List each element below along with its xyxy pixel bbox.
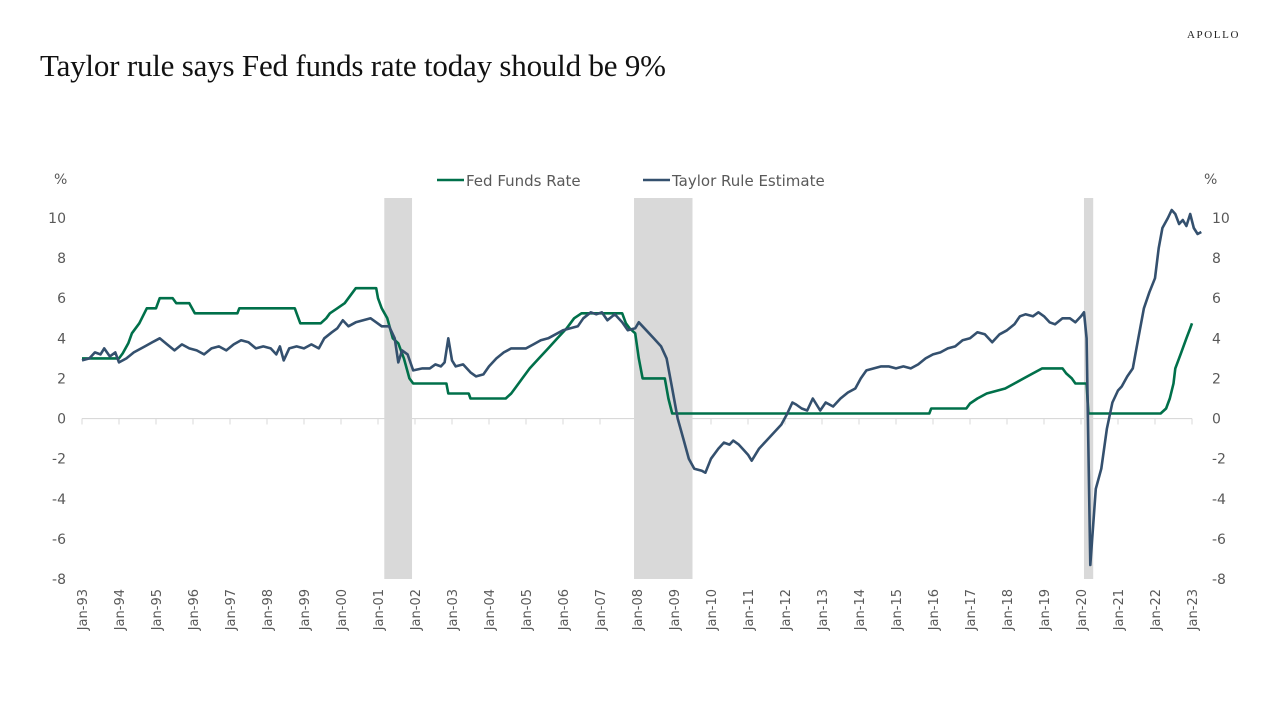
legend-label: Taylor Rule Estimate: [671, 172, 825, 190]
x-tick-label: Jan-02: [409, 589, 424, 631]
y-tick-label-left: -8: [52, 572, 66, 588]
y-tick-label-left: 6: [57, 291, 66, 307]
y-tick-label-left: -4: [52, 492, 66, 508]
y-tick-label-right: -2: [1212, 452, 1226, 468]
recession-bands: [384, 198, 1094, 579]
x-tick-label: Jan-22: [1149, 589, 1164, 631]
x-tick-label: Jan-05: [520, 589, 535, 631]
x-tick-labels: Jan-93 Jan-94 Jan-95 Jan-96 Jan-97 Jan-98 Jan-…: [76, 589, 1201, 631]
x-tick-label: Jan-19: [1038, 589, 1053, 631]
x-tick-label: Jan-14: [853, 589, 868, 631]
x-tick-label: Jan-93: [76, 589, 91, 631]
x-tick-label: Jan-99: [298, 589, 313, 631]
y-tick-label-left: 2: [57, 371, 66, 387]
x-tick-label: Jan-96: [187, 589, 202, 631]
x-tick-label: Jan-11: [742, 589, 757, 631]
x-tick-label: Jan-17: [964, 589, 979, 631]
x-tick-label: Jan-94: [113, 589, 128, 631]
x-tick-label: Jan-08: [631, 589, 646, 631]
x-tick-label: Jan-12: [779, 589, 794, 631]
y-tick-label-right: 8: [1212, 251, 1221, 267]
x-tick-label: Jan-06: [557, 589, 572, 631]
x-tick-label: Jan-09: [668, 589, 683, 631]
brand-logo: APOLLO: [1187, 29, 1240, 41]
x-tick-label: Jan-20: [1075, 589, 1090, 631]
x-tick-label: Jan-10: [705, 589, 720, 631]
x-tick-label: Jan-16: [927, 589, 942, 631]
y-unit-label-right: %: [1204, 172, 1217, 188]
y-axis-right: 10 8 6 4 2 0 -2 -4 -6 -8%: [1204, 172, 1230, 588]
x-tick-label: Jan-97: [224, 589, 239, 631]
x-tick-label: Jan-00: [335, 589, 350, 631]
y-tick-label-right: -6: [1212, 532, 1226, 548]
series-lines: [81, 208, 1202, 567]
y-tick-label-left: -2: [52, 452, 66, 468]
y-tick-label-right: 4: [1212, 331, 1221, 347]
x-tick-label: Jan-15: [890, 589, 905, 631]
legend: Fed Funds Rate Taylor Rule Estimate: [437, 172, 825, 190]
y-axis-left: 10 8 6 4 2 0 -2 -4 -6 -8%: [48, 172, 67, 588]
y-tick-label-left: 0: [57, 412, 66, 428]
y-tick-label-left: 8: [57, 251, 66, 267]
x-tick-label: Jan-23: [1186, 589, 1201, 631]
y-tick-label-right: 10: [1212, 211, 1230, 227]
page-title: Taylor rule says Fed funds rate today sh…: [40, 48, 666, 83]
recession-band: [634, 198, 693, 579]
y-tick-label-right: 2: [1212, 371, 1221, 387]
series-line-fed-funds-rate: [82, 286, 1194, 415]
x-tick-label: Jan-07: [594, 589, 609, 631]
y-tick-label-right: -4: [1212, 492, 1226, 508]
y-tick-label-left: 4: [57, 331, 66, 347]
y-tick-label-right: 6: [1212, 291, 1221, 307]
y-unit-label-left: %: [54, 172, 67, 188]
x-tick-label: Jan-95: [150, 589, 165, 631]
x-tick-label: Jan-13: [816, 589, 831, 631]
x-tick-label: Jan-04: [483, 589, 498, 631]
y-tick-label-left: -6: [52, 532, 66, 548]
y-tick-label-right: -8: [1212, 572, 1226, 588]
x-tick-label: Jan-01: [372, 589, 387, 631]
series-line-taylor-rule-estimate: [81, 208, 1202, 567]
x-axis: [81, 417, 1193, 425]
x-tick-label: Jan-03: [446, 589, 461, 631]
x-tick-label: Jan-21: [1112, 589, 1127, 631]
x-tick-label: Jan-98: [261, 589, 276, 631]
y-tick-label-right: 0: [1212, 412, 1221, 428]
y-tick-label-left: 10: [48, 211, 66, 227]
legend-label: Fed Funds Rate: [466, 172, 581, 190]
x-tick-label: Jan-18: [1001, 589, 1016, 631]
recession-band: [384, 198, 413, 579]
